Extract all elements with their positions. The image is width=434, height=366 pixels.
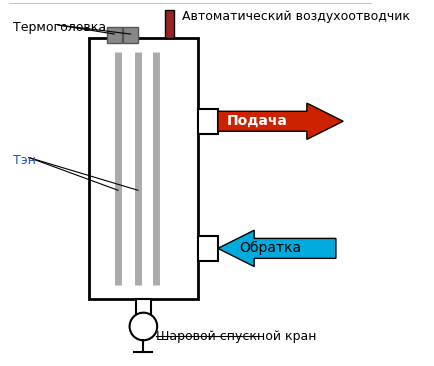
Polygon shape	[218, 230, 336, 266]
Text: Автоматический воздухоотводчик: Автоматический воздухоотводчик	[181, 11, 410, 23]
Text: Шаровой спускной кран: Шаровой спускной кран	[156, 330, 317, 343]
Bar	[198, 109, 218, 134]
Bar	[89, 38, 198, 299]
Text: Подача: Подача	[227, 114, 288, 128]
Bar	[107, 27, 122, 43]
Bar	[198, 236, 218, 261]
Text: Обратка: Обратка	[240, 241, 302, 255]
Text: Термоголовка: Термоголовка	[13, 21, 106, 34]
Bar	[165, 11, 174, 38]
Bar	[123, 27, 138, 43]
Circle shape	[130, 313, 157, 340]
Bar	[136, 299, 151, 315]
Text: Тэн: Тэн	[13, 154, 36, 167]
Polygon shape	[218, 103, 343, 139]
